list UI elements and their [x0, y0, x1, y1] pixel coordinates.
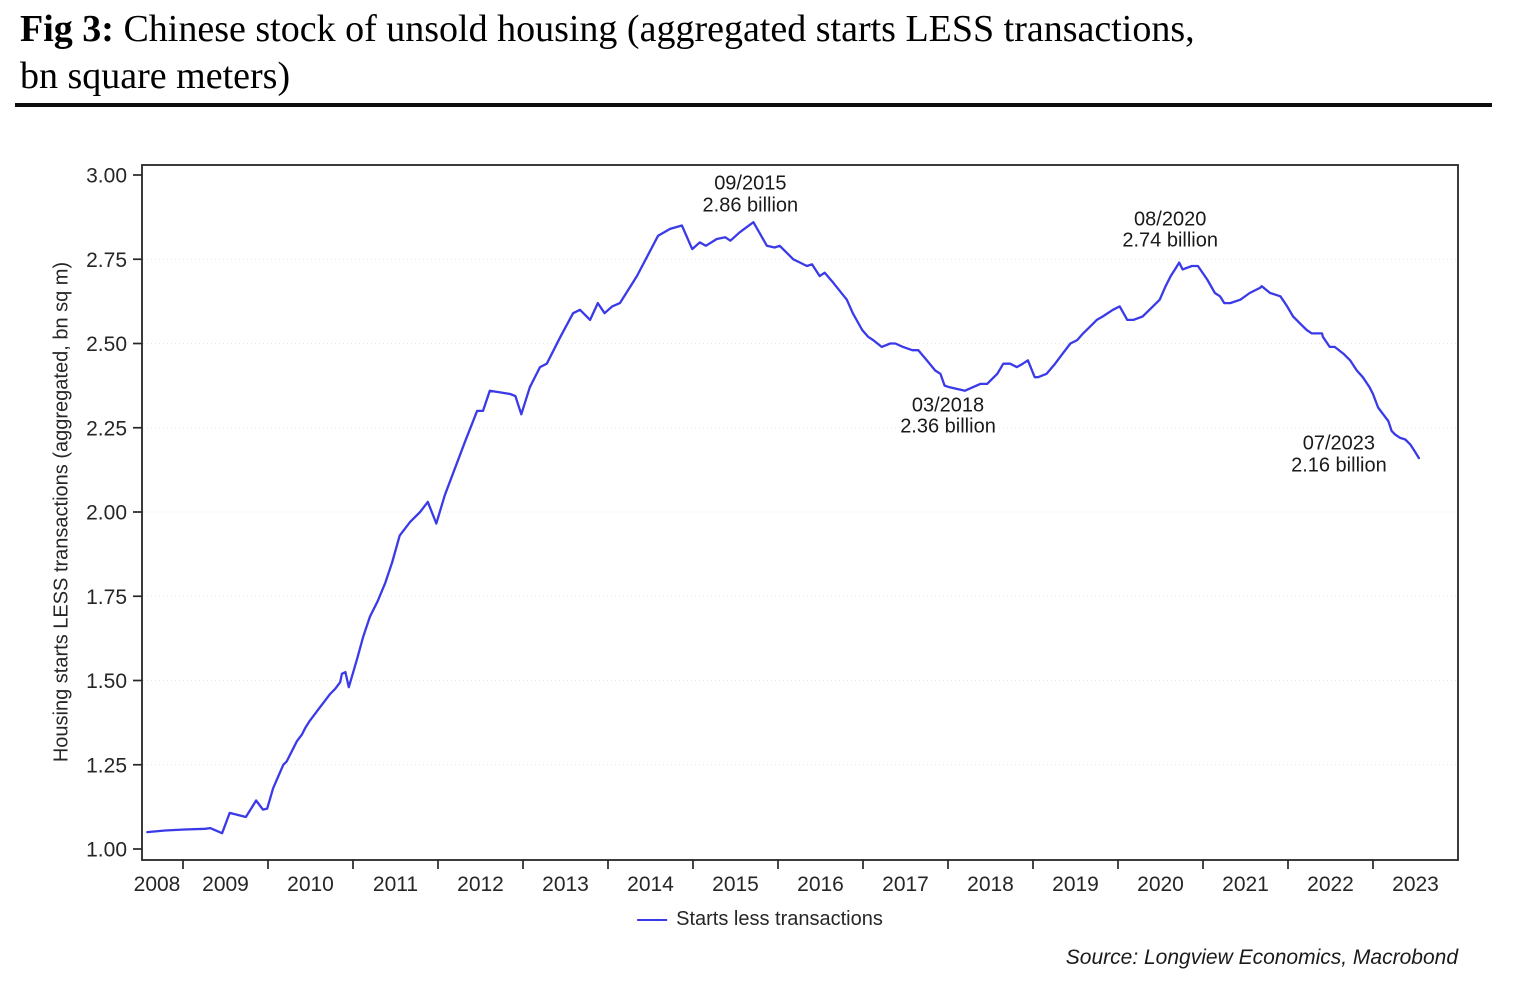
title-rule: [15, 103, 1492, 107]
y-tick-label: 1.75: [86, 586, 127, 609]
y-tick-label: 2.25: [86, 417, 127, 440]
y-tick-label: 1.50: [86, 670, 127, 693]
figure-title-text: Chinese stock of unsold housing (aggrega…: [113, 8, 1195, 50]
x-tick-label: 2011: [373, 873, 418, 896]
x-tick-label: 2017: [882, 873, 929, 896]
x-tick-label: 2012: [457, 873, 504, 896]
x-tick-label: 2014: [627, 873, 674, 896]
figure-number: Fig 3:: [20, 8, 114, 50]
figure-title: Fig 3: Chinese stock of unsold housing (…: [20, 6, 1500, 100]
x-tick-label: 2009: [202, 873, 249, 896]
annotation-03-2018: 03/2018 2.36 billion: [900, 395, 996, 438]
y-tick-label: 2.00: [86, 502, 127, 525]
annotation-09-2015: 09/2015 2.86 billion: [702, 172, 799, 217]
annotation-date: 07/2023: [1302, 432, 1376, 455]
x-tick-label: 2020: [1137, 873, 1184, 896]
legend: Starts less transactions: [637, 908, 883, 931]
x-tick-label: 2013: [542, 873, 589, 896]
x-tick-label: 2008: [134, 873, 181, 896]
x-tick-label: 2015: [712, 873, 759, 896]
x-tick-label: 2023: [1392, 873, 1439, 896]
y-tick-label: 2.75: [86, 249, 127, 272]
y-axis-title: Housing starts LESS transactions (aggreg…: [50, 261, 73, 763]
data-line-starts-less-transactions: [146, 221, 1421, 835]
legend-line-swatch: [637, 918, 668, 921]
legend-label: Starts less transactions: [676, 908, 883, 930]
x-tick-label: 2010: [287, 873, 334, 896]
annotation-value: 2.74 billion: [1122, 229, 1218, 252]
y-tick-label: 3.00: [86, 165, 127, 188]
x-tick-label: 2021: [1222, 873, 1269, 896]
annotation-value: 2.86 billion: [702, 194, 799, 217]
annotation-date: 03/2018: [911, 394, 985, 417]
annotation-date: 08/2020: [1134, 208, 1207, 231]
source-credit: Source: Longview Economics, Macrobond: [1065, 946, 1458, 969]
y-tick-label: 1.25: [86, 754, 127, 777]
x-tick-label: 2019: [1052, 873, 1099, 896]
y-tick-label: 2.50: [86, 333, 127, 356]
annotation-date: 09/2015: [714, 172, 787, 195]
y-tick-label: 1.00: [86, 839, 127, 862]
annotation-08-2020: 08/2020 2.74 billion: [1122, 209, 1218, 252]
figure-title-text-line2: bn square meters): [20, 55, 291, 97]
x-tick-label: 2016: [797, 873, 844, 896]
x-tick-label: 2018: [967, 873, 1014, 896]
x-tick-label: 2022: [1307, 873, 1354, 896]
annotation-value: 2.36 billion: [900, 415, 996, 438]
annotation-07-2023: 07/2023 2.16 billion: [1291, 432, 1387, 477]
annotation-value: 2.16 billion: [1291, 454, 1387, 477]
